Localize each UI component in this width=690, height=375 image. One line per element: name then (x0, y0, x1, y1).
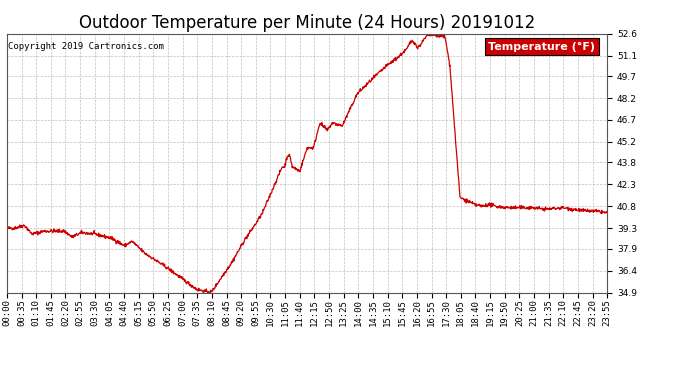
Text: Copyright 2019 Cartronics.com: Copyright 2019 Cartronics.com (8, 42, 164, 51)
Title: Outdoor Temperature per Minute (24 Hours) 20191012: Outdoor Temperature per Minute (24 Hours… (79, 14, 535, 32)
Text: Temperature (°F): Temperature (°F) (489, 42, 595, 52)
